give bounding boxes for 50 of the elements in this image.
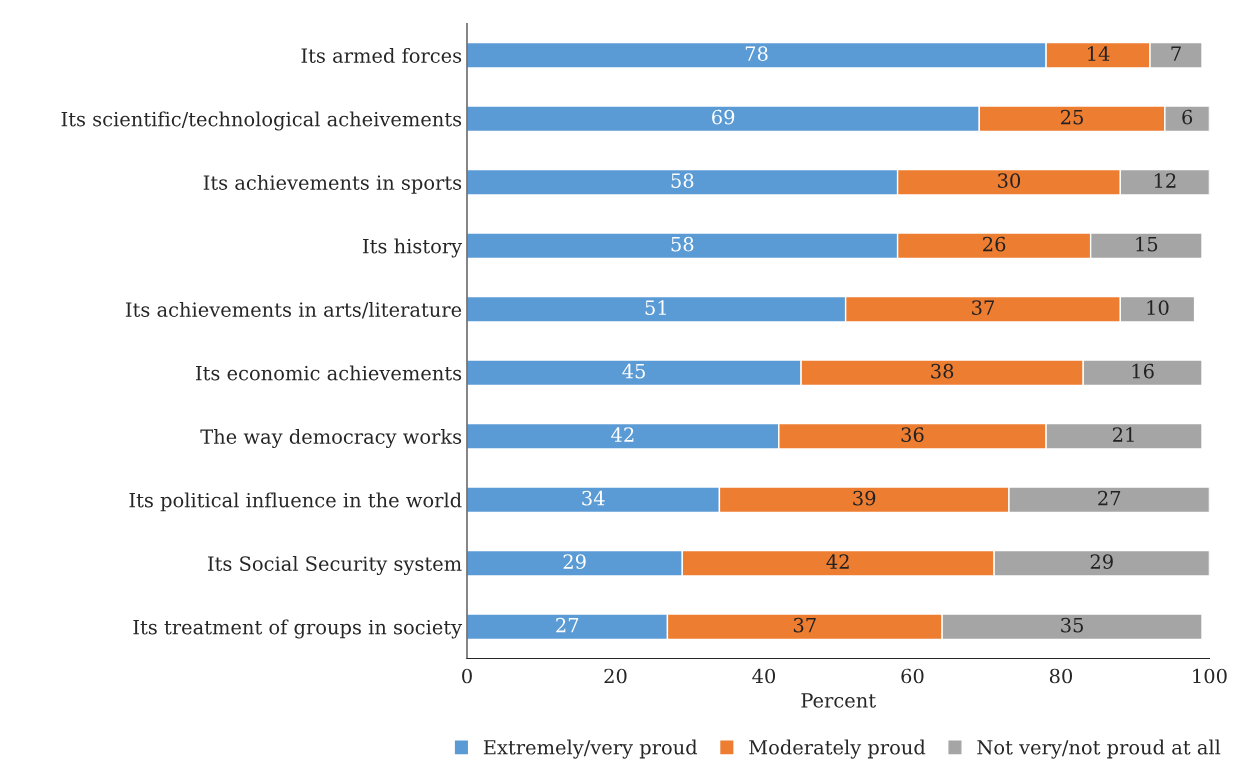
y-tick-label: Its political influence in the world <box>129 492 462 512</box>
legend-label: Extremely/very proud <box>483 739 698 759</box>
data-label: 27 <box>1098 490 1121 506</box>
data-label: 16 <box>1132 363 1154 379</box>
data-label: 45 <box>622 363 645 379</box>
legend-label: Not very/not proud at all <box>977 739 1221 759</box>
data-label: 27 <box>556 617 579 633</box>
data-label: 51 <box>645 300 666 315</box>
x-tick-label: 20 <box>604 668 627 684</box>
data-label: 10 <box>1147 300 1169 315</box>
data-label: 12 <box>1154 173 1176 188</box>
y-tick-label: Its scientific/technological acheivements <box>61 111 462 131</box>
data-label: 15 <box>1136 236 1158 252</box>
y-tick-label: Its history <box>363 238 463 258</box>
data-label: 69 <box>712 109 735 125</box>
y-tick-label: Its armed forces <box>301 47 462 63</box>
x-tick-label: 80 <box>1049 668 1073 684</box>
data-label: 58 <box>671 173 694 188</box>
y-tick-label: Its achievements in sports <box>203 174 462 194</box>
data-label: 14 <box>1088 46 1110 61</box>
data-label: 21 <box>1113 427 1134 442</box>
data-label: 38 <box>931 363 954 379</box>
data-label: 42 <box>826 554 849 569</box>
x-axis-title: Percent <box>801 693 876 708</box>
data-label: 36 <box>901 427 924 442</box>
x-tick-label: 60 <box>901 668 924 684</box>
y-tick-label: Its achievements in arts/literature <box>125 301 462 319</box>
data-label: 37 <box>972 300 994 315</box>
y-tick-label: Its economic achievements <box>196 365 462 381</box>
data-label: 39 <box>853 490 876 506</box>
data-label: 78 <box>745 46 768 61</box>
data-label: 58 <box>671 236 694 252</box>
y-tick-label: Its treatment of groups in society <box>133 619 463 639</box>
data-label: 37 <box>793 617 816 633</box>
x-tick-label: 100 <box>1193 668 1227 684</box>
data-label: 35 <box>1061 617 1083 633</box>
data-label: 29 <box>1090 554 1113 569</box>
y-tick-label: The way democracy works <box>200 428 462 448</box>
y-tick-label: Its Social Security system <box>207 555 462 576</box>
data-label: 42 <box>611 427 634 442</box>
data-label: 25 <box>1061 109 1083 125</box>
data-label: 30 <box>998 173 1021 188</box>
data-label: 7 <box>1171 46 1181 61</box>
data-label: 26 <box>983 236 1006 252</box>
data-label: 34 <box>582 490 605 506</box>
x-tick-label: 0 <box>462 668 472 684</box>
legend-label: Moderately proud <box>749 739 926 759</box>
x-tick-label: 40 <box>752 668 776 684</box>
data-label: 29 <box>563 554 586 569</box>
data-label: 6 <box>1182 109 1193 125</box>
